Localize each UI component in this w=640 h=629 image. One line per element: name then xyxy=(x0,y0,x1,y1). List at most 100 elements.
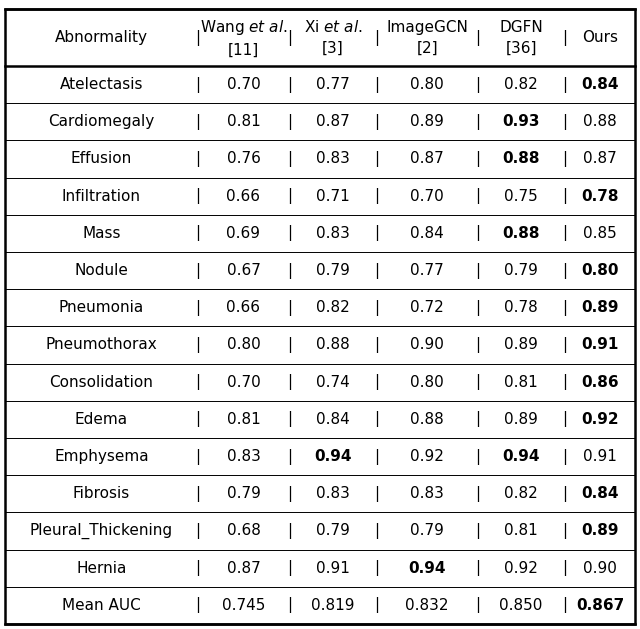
Text: |: | xyxy=(563,374,568,390)
Text: Emphysema: Emphysema xyxy=(54,449,148,464)
Text: |: | xyxy=(287,560,292,576)
Text: |: | xyxy=(475,151,480,167)
Text: |: | xyxy=(475,374,480,390)
Text: |: | xyxy=(195,114,200,130)
Text: |: | xyxy=(374,300,380,316)
Text: 0.819: 0.819 xyxy=(312,598,355,613)
Text: |: | xyxy=(287,523,292,539)
Text: 0.77: 0.77 xyxy=(316,77,350,92)
Text: |: | xyxy=(374,30,380,46)
Text: |: | xyxy=(563,30,568,46)
Text: Pleural_Thickening: Pleural_Thickening xyxy=(30,523,173,539)
Text: 0.84: 0.84 xyxy=(581,77,619,92)
Text: |: | xyxy=(195,151,200,167)
Text: ImageGCN
[2]: ImageGCN [2] xyxy=(386,19,468,56)
Text: 0.87: 0.87 xyxy=(583,152,617,167)
Text: 0.91: 0.91 xyxy=(316,560,350,576)
Text: 0.94: 0.94 xyxy=(408,560,446,576)
Text: |: | xyxy=(475,114,480,130)
Text: 0.66: 0.66 xyxy=(227,300,260,315)
Text: |: | xyxy=(374,560,380,576)
Text: 0.86: 0.86 xyxy=(581,375,619,390)
Text: |: | xyxy=(195,486,200,502)
Text: Hernia: Hernia xyxy=(76,560,127,576)
Text: |: | xyxy=(287,300,292,316)
Text: Fibrosis: Fibrosis xyxy=(73,486,130,501)
Text: |: | xyxy=(374,337,380,353)
Text: |: | xyxy=(563,77,568,92)
Text: 0.94: 0.94 xyxy=(502,449,540,464)
Text: |: | xyxy=(195,300,200,316)
Text: |: | xyxy=(195,448,200,465)
Text: 0.82: 0.82 xyxy=(316,300,350,315)
Text: Atelectasis: Atelectasis xyxy=(60,77,143,92)
Text: 0.89: 0.89 xyxy=(581,300,619,315)
Text: Cardiomegaly: Cardiomegaly xyxy=(48,114,154,130)
Text: |: | xyxy=(563,337,568,353)
Text: 0.87: 0.87 xyxy=(227,560,260,576)
Text: Infiltration: Infiltration xyxy=(62,189,141,204)
Text: |: | xyxy=(475,448,480,465)
Text: 0.88: 0.88 xyxy=(583,114,617,130)
Text: |: | xyxy=(475,411,480,427)
Text: 0.78: 0.78 xyxy=(581,189,619,204)
Text: 0.79: 0.79 xyxy=(410,523,444,538)
Text: 0.81: 0.81 xyxy=(227,412,260,427)
Text: |: | xyxy=(374,598,380,613)
Text: Abnormality: Abnormality xyxy=(55,30,148,45)
Text: 0.79: 0.79 xyxy=(227,486,260,501)
Text: 0.83: 0.83 xyxy=(316,152,350,167)
Text: 0.94: 0.94 xyxy=(314,449,352,464)
Text: |: | xyxy=(374,77,380,92)
Text: Xi $\it{et\ al.}$
[3]: Xi $\it{et\ al.}$ [3] xyxy=(304,19,362,56)
Text: |: | xyxy=(475,262,480,279)
Text: |: | xyxy=(563,300,568,316)
Text: |: | xyxy=(475,30,480,46)
Text: 0.80: 0.80 xyxy=(410,77,444,92)
Text: |: | xyxy=(195,262,200,279)
Text: |: | xyxy=(195,598,200,613)
Text: |: | xyxy=(287,225,292,242)
Text: Edema: Edema xyxy=(75,412,128,427)
Text: Mass: Mass xyxy=(82,226,120,241)
Text: 0.80: 0.80 xyxy=(581,263,619,278)
Text: |: | xyxy=(195,337,200,353)
Text: |: | xyxy=(563,225,568,242)
Text: 0.93: 0.93 xyxy=(502,114,540,130)
Text: 0.79: 0.79 xyxy=(316,523,350,538)
Text: |: | xyxy=(374,411,380,427)
Text: 0.80: 0.80 xyxy=(410,375,444,390)
Text: 0.90: 0.90 xyxy=(410,338,444,352)
Text: 0.832: 0.832 xyxy=(405,598,449,613)
Text: |: | xyxy=(374,448,380,465)
Text: |: | xyxy=(195,225,200,242)
Text: |: | xyxy=(374,262,380,279)
Text: 0.70: 0.70 xyxy=(227,375,260,390)
Text: Wang $\it{et\ al.}$
[11]: Wang $\it{et\ al.}$ [11] xyxy=(200,18,287,58)
Text: |: | xyxy=(374,486,380,502)
Text: |: | xyxy=(195,30,200,46)
Text: |: | xyxy=(563,262,568,279)
Text: 0.67: 0.67 xyxy=(227,263,260,278)
Text: |: | xyxy=(195,523,200,539)
Text: |: | xyxy=(374,151,380,167)
Text: 0.88: 0.88 xyxy=(410,412,444,427)
Text: |: | xyxy=(563,448,568,465)
Text: 0.83: 0.83 xyxy=(410,486,444,501)
Text: |: | xyxy=(287,30,292,46)
Text: 0.85: 0.85 xyxy=(583,226,617,241)
Text: |: | xyxy=(374,225,380,242)
Text: |: | xyxy=(563,560,568,576)
Text: DGFN
[36]: DGFN [36] xyxy=(499,19,543,56)
Text: |: | xyxy=(287,188,292,204)
Text: |: | xyxy=(563,188,568,204)
Text: |: | xyxy=(475,486,480,502)
Text: 0.850: 0.850 xyxy=(499,598,543,613)
Text: 0.92: 0.92 xyxy=(410,449,444,464)
Text: Pneumonia: Pneumonia xyxy=(59,300,144,315)
Text: |: | xyxy=(287,486,292,502)
Text: 0.83: 0.83 xyxy=(227,449,260,464)
Text: 0.90: 0.90 xyxy=(583,560,617,576)
Text: Pneumothorax: Pneumothorax xyxy=(45,338,157,352)
Text: |: | xyxy=(563,523,568,539)
